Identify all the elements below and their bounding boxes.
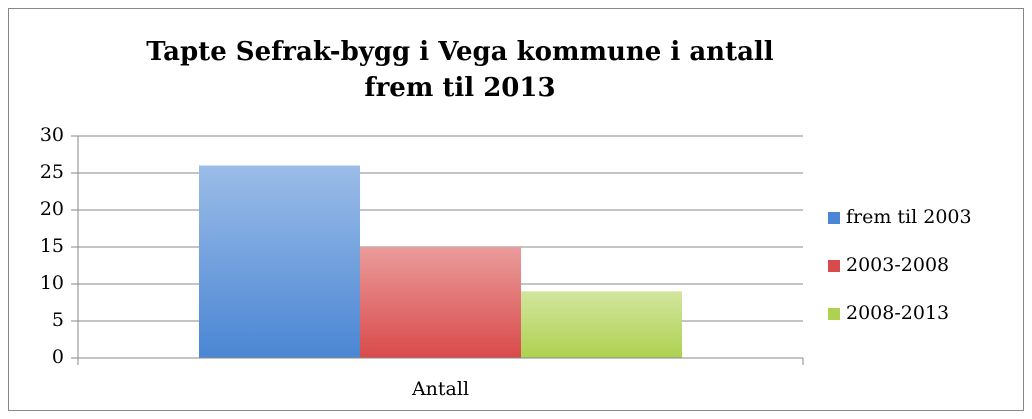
y-tick-label: 0 — [52, 346, 64, 368]
legend-swatch — [828, 212, 840, 224]
y-tick-label: 30 — [40, 124, 64, 146]
y-tick-label: 5 — [52, 309, 64, 331]
legend-label: 2003-2008 — [846, 254, 949, 276]
x-tick-label: Antall — [411, 378, 469, 400]
y-tick-label: 25 — [40, 161, 64, 183]
y-tick-label: 15 — [40, 235, 64, 257]
bar-highlight — [521, 291, 682, 358]
bar-highlight — [199, 165, 360, 358]
legend-label: 2008-2013 — [846, 302, 949, 324]
legend-swatch — [828, 308, 840, 320]
y-tick-label: 10 — [40, 272, 64, 294]
y-tick-label: 20 — [40, 198, 64, 220]
bar-highlight — [360, 247, 521, 358]
chart-title: Tapte Sefrak-bygg i Vega kommune i antal… — [146, 37, 774, 103]
legend-swatch — [828, 260, 840, 272]
legend-label: frem til 2003 — [846, 206, 972, 228]
